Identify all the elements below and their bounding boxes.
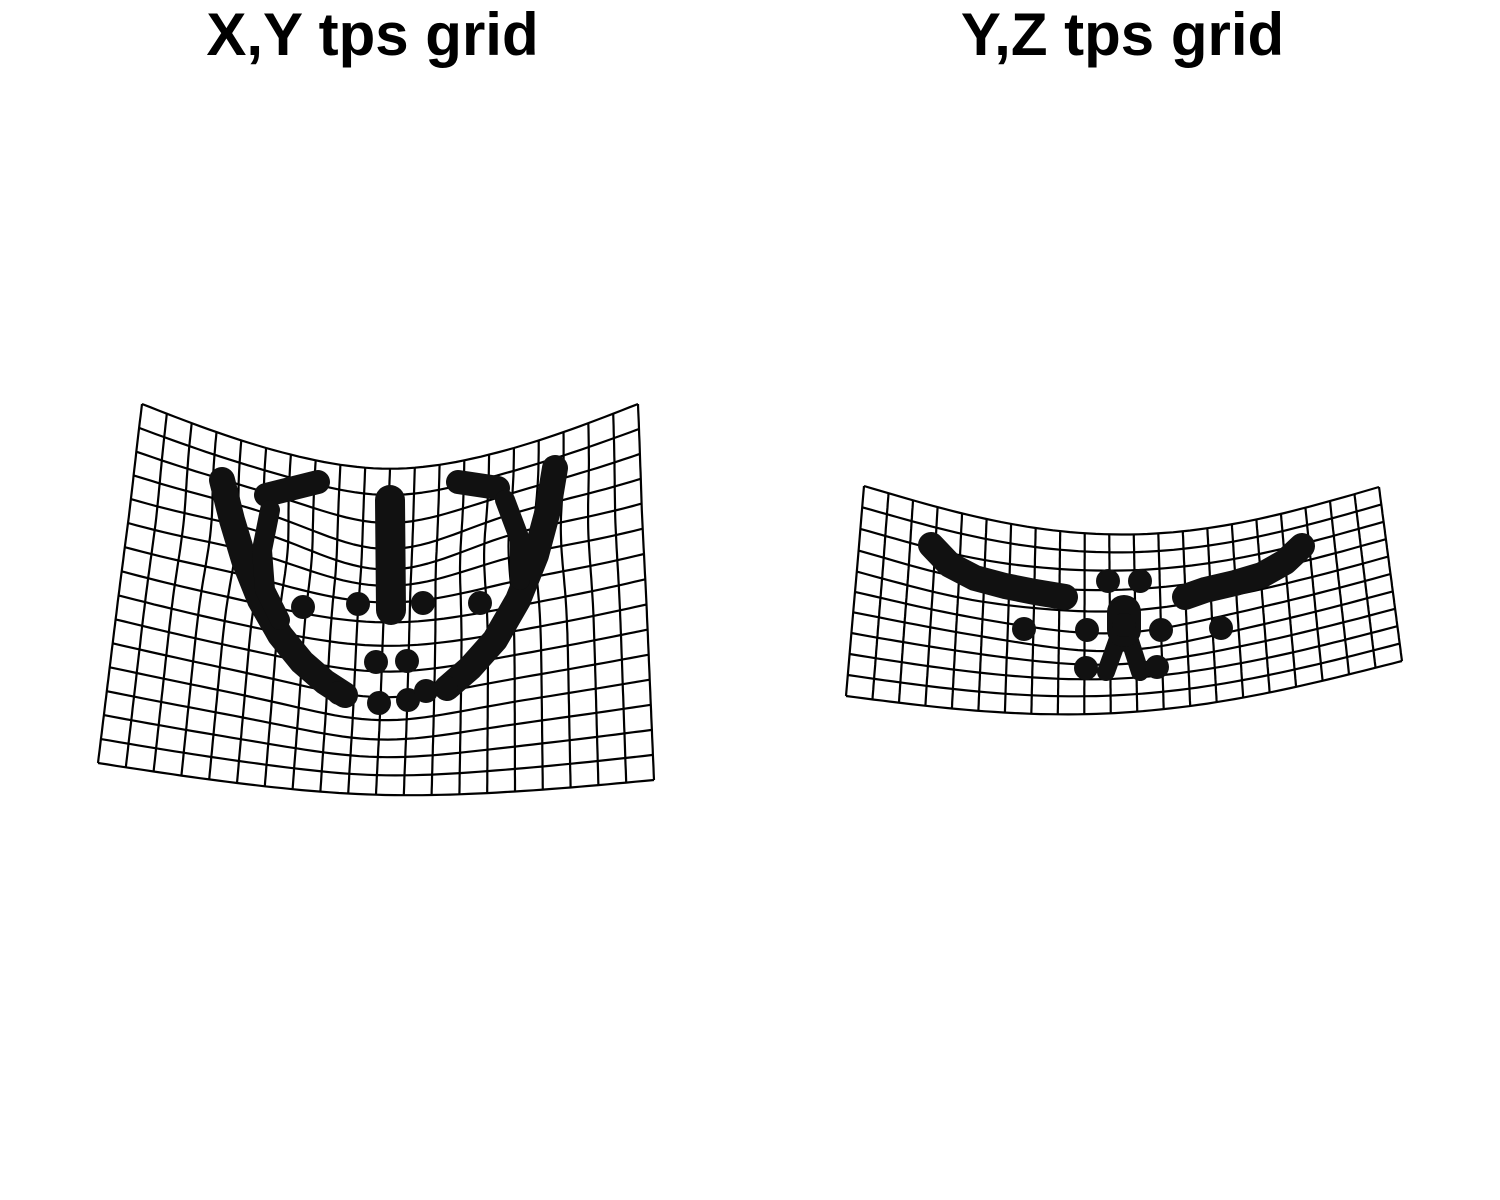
grid-xy-horizontal-line	[100, 738, 654, 777]
landmark-point	[291, 595, 315, 619]
grid-yz-vertical-line	[977, 518, 988, 711]
panel-title-xy: X,Y tps grid	[206, 1, 539, 68]
landmark-point	[396, 688, 420, 712]
grid-xy-horizontal-line	[118, 594, 647, 647]
landmark-point	[1075, 618, 1099, 642]
grid-xy-vertical-line	[319, 464, 342, 792]
landmark-point	[1128, 569, 1152, 593]
landmark-point	[468, 591, 492, 615]
landmark-point	[327, 681, 351, 705]
grid-xy-vertical-line	[483, 454, 491, 794]
landmark-point	[1012, 617, 1036, 641]
grid-yz-horizontal-line	[851, 607, 1396, 666]
grid-xy-vertical-line	[152, 422, 193, 772]
grid-xy-horizontal-line	[103, 714, 653, 759]
grid-xy-vertical-line	[587, 423, 600, 786]
grid-xy-vertical-line	[458, 460, 466, 795]
grid-yz-vertical-line	[1181, 531, 1192, 707]
center-vertical-bar	[375, 485, 406, 625]
landmarks-yz	[918, 532, 1315, 681]
grid-xy-horizontal-line	[97, 761, 655, 797]
grid-xy-vertical-line	[347, 467, 367, 794]
landmark-point	[414, 679, 438, 703]
panel-xy	[96, 402, 656, 797]
right-inner-curve	[495, 490, 530, 590]
grid-yz-vertical-line	[1003, 523, 1013, 713]
grid-yz-vertical-line	[844, 485, 866, 697]
grid-yz-vertical-line	[1206, 528, 1218, 703]
landmark-point	[367, 691, 391, 715]
right-upper-bar	[446, 470, 510, 500]
landmark-point	[395, 649, 419, 673]
grid-xy-vertical-line	[291, 460, 317, 790]
grid-xy-horizontal-line	[109, 666, 650, 722]
grid-xy-vertical-line	[402, 467, 416, 796]
grid-yz-horizontal-line	[863, 484, 1380, 536]
outline-right-curve	[434, 455, 568, 701]
landmark-point	[1209, 616, 1233, 640]
grid-xy-vertical-line	[636, 403, 656, 781]
grid-yz-horizontal-line	[861, 503, 1382, 554]
panel-title-yz: Y,Z tps grid	[960, 1, 1285, 68]
landmark-point	[411, 591, 435, 615]
landmark-point	[1149, 618, 1173, 642]
left-upper-bar	[254, 470, 330, 507]
grid-xy-horizontal-line	[106, 690, 651, 741]
grid-xy-horizontal-line	[141, 402, 639, 470]
landmark-point	[434, 676, 458, 700]
left-inner-curve	[252, 500, 290, 630]
panel-yz	[844, 484, 1404, 716]
left-arch-band	[918, 532, 1078, 610]
grid-yz-horizontal-line	[849, 625, 1398, 681]
grid-yz-horizontal-line	[845, 659, 1403, 716]
landmark-point	[1112, 613, 1136, 637]
grid-yz-vertical-line	[950, 513, 964, 709]
grid-xy-vertical-line	[612, 413, 628, 783]
grid-xy-vertical-line	[430, 464, 441, 796]
grid-yz-vertical-line	[1056, 531, 1062, 715]
landmark-point	[346, 592, 370, 616]
landmark-point	[364, 650, 388, 674]
landmark-point	[1096, 569, 1120, 593]
grid-xy-vertical-line	[533, 440, 544, 790]
grid-yz-horizontal-line	[847, 642, 1400, 698]
grid-xy-vertical-line	[96, 403, 144, 764]
landmark-point	[1074, 656, 1098, 680]
grid-xy-vertical-line	[124, 413, 168, 768]
landmarks-xy	[209, 455, 568, 715]
right-arch-band	[1172, 533, 1315, 610]
landmark-point	[1145, 655, 1169, 679]
